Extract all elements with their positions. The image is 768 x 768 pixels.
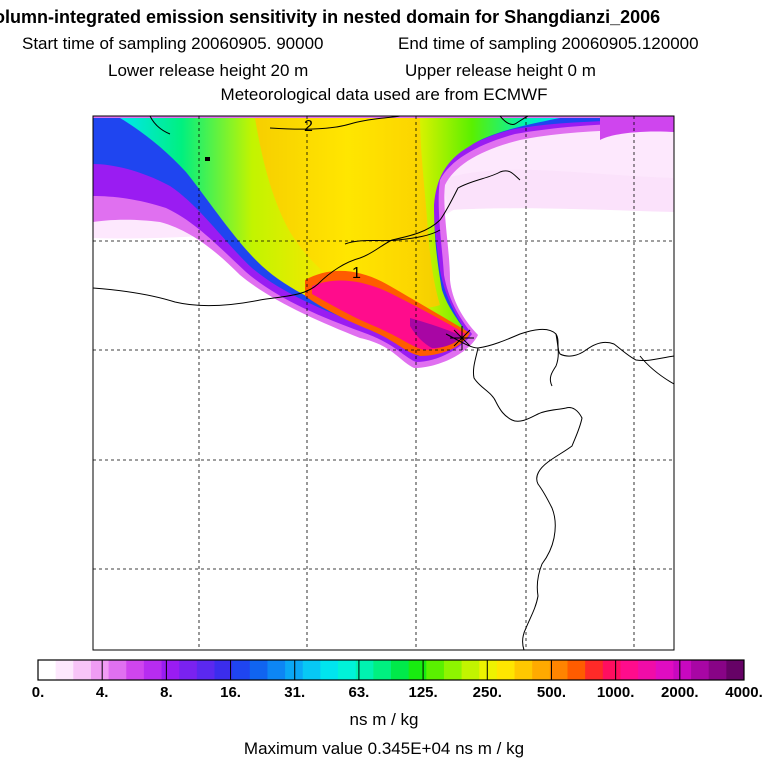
border-line xyxy=(93,170,521,307)
colorbar-segment xyxy=(408,660,427,680)
colorbar-segment xyxy=(602,660,621,680)
colorbar-segment xyxy=(443,660,463,680)
colorbar-segment xyxy=(302,660,321,680)
colorbar-segment xyxy=(391,660,410,680)
colorbar-segment xyxy=(373,660,392,680)
city-dot xyxy=(205,157,210,161)
colorbar-tick-label: 4. xyxy=(95,684,109,701)
contour-line xyxy=(269,116,401,130)
colorbar-segment xyxy=(708,660,727,680)
border-line xyxy=(344,229,441,245)
colorbar-segment xyxy=(249,660,268,680)
contour-label: 2 xyxy=(304,118,313,135)
colorbar-segment xyxy=(90,660,110,680)
colorbar-tick-label: 125. xyxy=(408,684,438,701)
colorbar-segment xyxy=(338,660,357,680)
colorbar-tick-label: 500. xyxy=(536,684,567,701)
maximum-value-label: Maximum value 0.345E+04 ns m / kg xyxy=(243,739,525,758)
plot-title: olumn-integrated emission sensitivity in… xyxy=(0,7,661,27)
colorbar-segment xyxy=(532,660,551,680)
colorbar-tick-label: 63. xyxy=(348,684,370,701)
colorbar-tick-label: 4000. xyxy=(725,684,763,701)
colorbar-segment xyxy=(143,660,163,680)
colorbar-segment xyxy=(126,660,145,680)
colorbar-segment xyxy=(514,660,533,680)
colorbar-segment xyxy=(108,660,127,680)
colorbar-frame xyxy=(37,659,745,681)
colorbar-segment xyxy=(620,660,639,680)
colorbar-segment xyxy=(179,660,198,680)
plume-top-right xyxy=(600,116,674,140)
colorbar-segment xyxy=(726,660,745,680)
border-line xyxy=(149,116,171,135)
colorbar-tick-label: 2000. xyxy=(661,684,699,701)
meteorological-data-label: Meteorological data used are from ECMWF xyxy=(220,85,548,104)
colorbar-tick-label: 0. xyxy=(31,684,45,701)
colorbar-segment xyxy=(549,660,568,680)
colorbar-segment xyxy=(196,660,215,680)
colorbar-segment xyxy=(38,660,57,680)
receptor-marker-line xyxy=(453,329,471,347)
colorbar-segment xyxy=(267,660,286,680)
coastline xyxy=(473,347,583,650)
colorbar-segment xyxy=(479,660,498,680)
colorbar-segment xyxy=(73,660,92,680)
upper-release-height-label: Upper release height 0 m xyxy=(405,61,596,80)
start-time-label: Start time of sampling 20060905. 90000 xyxy=(22,34,324,53)
coastline xyxy=(639,355,674,385)
colorbar-tick-label: 8. xyxy=(160,684,173,701)
colorbar-segment xyxy=(585,660,604,680)
colorbar-segment xyxy=(285,660,304,680)
colorbar-tick-label: 1000. xyxy=(596,684,635,701)
colorbar-tick-label: 16. xyxy=(220,684,241,701)
graticule xyxy=(93,116,674,650)
colorbar-segment xyxy=(320,660,339,680)
colorbar-segment xyxy=(496,660,516,680)
field-layer xyxy=(93,116,674,650)
colorbar-units: ns m / kg xyxy=(349,710,419,729)
colorbar xyxy=(37,660,745,680)
colorbar-segment xyxy=(232,660,251,680)
plume-core xyxy=(255,118,440,309)
border-line xyxy=(499,116,529,125)
colorbar-segment xyxy=(461,660,480,680)
end-time-label: End time of sampling 20060905.120000 xyxy=(398,34,699,53)
contour-label: 1 xyxy=(352,265,361,282)
colorbar-tick-label: 250. xyxy=(472,684,502,701)
map-frame xyxy=(92,115,675,651)
lower-release-height-label: Lower release height 20 m xyxy=(108,61,309,80)
colorbar-segment xyxy=(567,660,586,680)
colorbar-segment xyxy=(426,660,445,680)
boundaries xyxy=(93,116,674,650)
coastline xyxy=(445,328,674,361)
colorbar-segment xyxy=(638,660,657,680)
colorbar-tick-label: 31. xyxy=(284,684,306,701)
colorbar-segment xyxy=(673,660,692,680)
colorbar-segment xyxy=(55,660,74,680)
colorbar-segment xyxy=(691,660,710,680)
colorbar-segment xyxy=(655,660,674,680)
plume-haze-east xyxy=(440,169,674,212)
receptor-marker xyxy=(450,326,474,350)
coastline xyxy=(549,333,559,387)
colorbar-segment xyxy=(161,660,180,680)
colorbar-segment xyxy=(214,660,233,680)
plume-peak xyxy=(410,318,462,348)
colorbar-segment xyxy=(355,660,374,680)
